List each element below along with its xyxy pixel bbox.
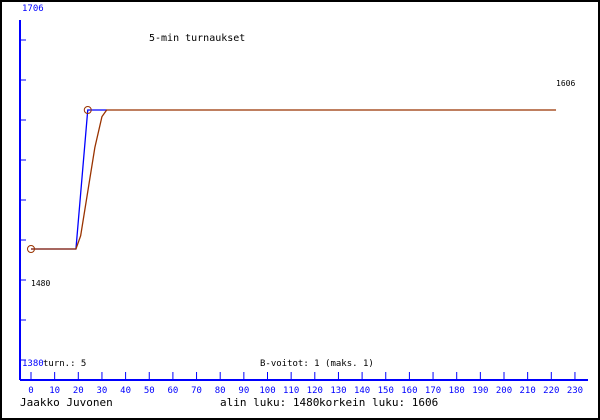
x-tick-label: 210 bbox=[520, 386, 536, 396]
x-tick-label: 100 bbox=[259, 386, 275, 396]
x-tick-label: 130 bbox=[330, 386, 346, 396]
x-tick-label: 160 bbox=[401, 386, 417, 396]
x-tick-label: 140 bbox=[354, 386, 370, 396]
y-bottom-label: 1380 bbox=[22, 359, 44, 369]
x-tick-label: 50 bbox=[144, 386, 155, 396]
x-tick-label: 80 bbox=[215, 386, 226, 396]
x-tick-label: 180 bbox=[449, 386, 465, 396]
x-tick-label: 60 bbox=[167, 386, 178, 396]
x-tick-label: 20 bbox=[73, 386, 84, 396]
series-line-2 bbox=[31, 109, 557, 250]
x-tick-label: 170 bbox=[425, 386, 441, 396]
x-tick-label: 200 bbox=[496, 386, 512, 396]
x-tick-label: 110 bbox=[283, 386, 299, 396]
games-count: turn.: 5 bbox=[43, 359, 86, 369]
x-tick-label: 230 bbox=[567, 386, 583, 396]
chart-title: 5-min turnaukset bbox=[149, 33, 245, 44]
low-value-label: 1480 bbox=[31, 279, 50, 288]
x-tick-label: 120 bbox=[307, 386, 323, 396]
highest-rating: korkein luku: 1606 bbox=[319, 396, 438, 409]
x-tick-label: 90 bbox=[238, 386, 249, 396]
x-tick-label: 150 bbox=[378, 386, 394, 396]
x-tick-label: 30 bbox=[97, 386, 108, 396]
high-value-label: 1606 bbox=[556, 79, 575, 88]
x-tick-label: 70 bbox=[191, 386, 202, 396]
lowest-rating: alin luku: 1480 bbox=[220, 396, 319, 409]
y-top-label: 1706 bbox=[22, 4, 44, 14]
series-line-1 bbox=[31, 109, 107, 250]
x-tick-label: 0 bbox=[28, 386, 33, 396]
x-tick-label: 10 bbox=[49, 386, 60, 396]
x-tick-label: 40 bbox=[120, 386, 131, 396]
data-point-marker bbox=[83, 105, 92, 114]
data-point-marker bbox=[27, 245, 35, 253]
x-tick-label: 190 bbox=[472, 386, 488, 396]
player-name: Jaakko Juvonen bbox=[20, 396, 113, 409]
b-wins: B-voitot: 1 (maks. 1) bbox=[260, 359, 374, 369]
x-tick-label: 220 bbox=[543, 386, 559, 396]
